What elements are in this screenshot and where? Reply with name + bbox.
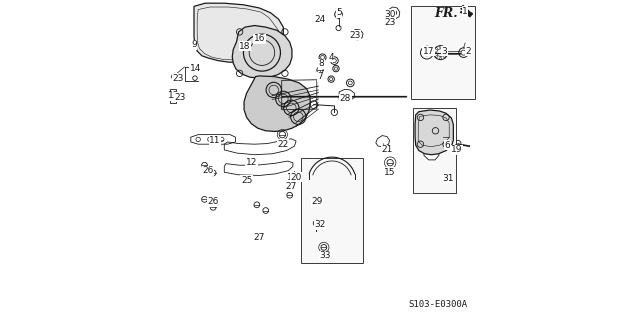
Text: 4: 4 <box>328 53 334 62</box>
Text: 7: 7 <box>317 72 323 81</box>
Text: 23: 23 <box>172 74 184 83</box>
Text: 23: 23 <box>174 93 186 102</box>
Text: 5: 5 <box>336 8 342 17</box>
Polygon shape <box>415 110 453 155</box>
Text: 23: 23 <box>349 31 361 40</box>
Text: 10: 10 <box>287 173 299 182</box>
Text: S103-E0300A: S103-E0300A <box>409 300 468 309</box>
Polygon shape <box>462 9 472 17</box>
Text: 14: 14 <box>190 64 201 73</box>
Polygon shape <box>244 76 310 131</box>
Text: 32: 32 <box>314 220 326 229</box>
Text: 17: 17 <box>422 47 434 56</box>
Text: 27: 27 <box>253 233 265 242</box>
Text: 30: 30 <box>385 10 396 19</box>
Text: 24: 24 <box>314 15 326 24</box>
Text: 16: 16 <box>253 34 265 43</box>
Text: 3: 3 <box>442 47 447 56</box>
Text: 2: 2 <box>465 47 471 56</box>
Text: FR.: FR. <box>434 7 458 20</box>
Polygon shape <box>232 26 292 78</box>
Text: 21: 21 <box>381 145 393 154</box>
Bar <box>301 158 363 263</box>
Text: 6: 6 <box>445 141 451 150</box>
Polygon shape <box>194 3 284 62</box>
Text: 28: 28 <box>340 94 351 103</box>
Text: 29: 29 <box>311 197 323 206</box>
Bar <box>413 108 456 193</box>
Text: 31: 31 <box>442 174 453 183</box>
Text: 22: 22 <box>278 140 289 149</box>
Text: 12: 12 <box>246 158 257 167</box>
Text: 8: 8 <box>319 59 324 68</box>
Text: 13: 13 <box>168 91 179 100</box>
Text: 1: 1 <box>462 7 468 16</box>
Text: 11: 11 <box>209 136 220 145</box>
Text: 15: 15 <box>385 168 396 177</box>
Text: 18: 18 <box>239 42 251 51</box>
Bar <box>411 6 475 99</box>
Text: 20: 20 <box>291 173 302 182</box>
Text: 9: 9 <box>191 40 197 49</box>
Text: 27: 27 <box>285 182 297 191</box>
Text: 23: 23 <box>385 18 396 27</box>
Text: 19: 19 <box>451 145 463 154</box>
Text: 33: 33 <box>319 251 330 260</box>
Text: 26: 26 <box>203 166 214 175</box>
Text: 25: 25 <box>241 176 252 185</box>
Text: 26: 26 <box>207 197 219 206</box>
